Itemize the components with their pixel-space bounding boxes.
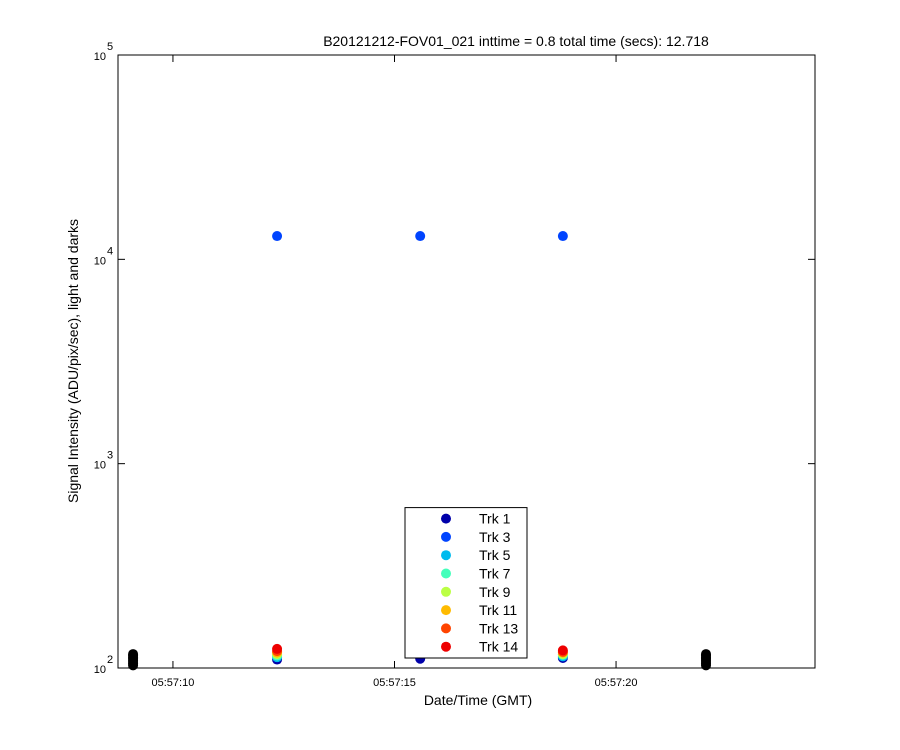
point xyxy=(272,643,283,654)
legend-label: Trk 14 xyxy=(479,639,518,655)
x-tick-label: 05:57:15 xyxy=(373,677,416,689)
y-tick-exponent: 4 xyxy=(107,245,113,257)
legend-label: Trk 11 xyxy=(479,602,517,618)
legend-marker xyxy=(441,623,451,634)
x-tick-label: 05:57:10 xyxy=(152,677,195,689)
legend-marker xyxy=(441,531,451,542)
dark-point xyxy=(128,649,139,660)
legend-box xyxy=(404,507,528,659)
legend-label: Trk 5 xyxy=(479,547,511,563)
legend-label: Trk 13 xyxy=(479,620,518,636)
legend-marker xyxy=(441,641,451,652)
y-tick-exponent: 3 xyxy=(107,450,113,462)
legend-marker xyxy=(441,568,451,579)
point xyxy=(557,231,568,242)
y-tick-exponent: 2 xyxy=(107,654,113,666)
y-tick-label: 10 xyxy=(94,51,106,63)
legend-label: Trk 1 xyxy=(479,511,511,527)
legend-label: Trk 9 xyxy=(479,584,511,600)
x-axis-label: Date/Time (GMT) xyxy=(424,692,532,708)
legend-label: Trk 7 xyxy=(479,566,511,582)
y-tick-label: 10 xyxy=(94,460,106,472)
legend-label: Trk 3 xyxy=(479,529,511,545)
chart-title: B20121212-FOV01_021 inttime = 0.8 total … xyxy=(323,33,709,49)
y-tick-label: 10 xyxy=(94,664,106,676)
point xyxy=(272,231,283,242)
x-tick-label: 05:57:20 xyxy=(595,677,638,689)
y-axis-label: Signal Intensity (ADU/pix/sec), light an… xyxy=(65,219,81,503)
legend-marker xyxy=(441,513,451,524)
dark-point xyxy=(700,649,711,660)
legend-marker xyxy=(441,586,451,597)
point xyxy=(415,231,426,242)
point xyxy=(557,645,568,656)
legend-marker xyxy=(441,550,451,561)
y-tick-exponent: 5 xyxy=(107,41,113,53)
legend-marker xyxy=(441,605,451,616)
y-tick-label: 10 xyxy=(94,255,106,267)
